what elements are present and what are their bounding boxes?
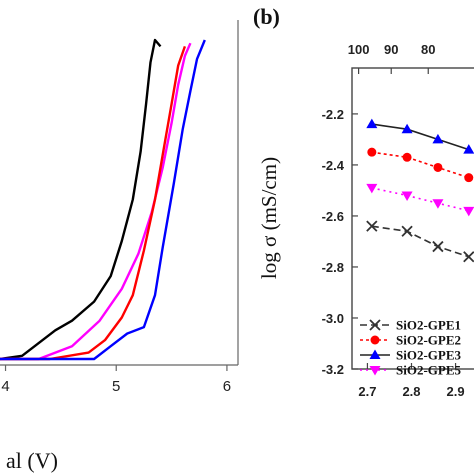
panel-a-x-tick-label: 5 — [112, 378, 120, 395]
panel-b-legend-marker — [369, 319, 381, 331]
panel-b-legend-marker — [369, 366, 381, 376]
panel-b-series-line-2 — [371, 151, 470, 179]
panel-b-data-point — [401, 225, 413, 237]
panel-b-top-axis: 100 90 80 — [348, 42, 435, 74]
panel-b-y-tick-label: -3.0 — [322, 311, 344, 326]
panel-a-x-tick-label: 6 — [223, 378, 231, 395]
panel-b-legend-label: SiO2-GPE3 — [396, 348, 462, 363]
panel-b-data-point — [464, 173, 474, 183]
panel-b-plot-area — [366, 118, 474, 263]
panel-b-x-tick-label: 2.9 — [447, 384, 465, 399]
panel-b-top-tick-label: 90 — [384, 42, 398, 57]
panel-b-data-point — [433, 162, 443, 172]
panel-a-x-tick-label: 4 — [1, 378, 9, 395]
panel-a-series-line-1 — [0, 38, 162, 361]
panel-b-data-point — [463, 206, 474, 217]
panel-b-data-point — [432, 240, 444, 253]
panel-a-series-line-4 — [0, 39, 206, 361]
panel-a-series-line-2 — [0, 42, 192, 361]
panel-b-data-point — [366, 118, 378, 129]
panel-b-label: (b) — [253, 4, 280, 29]
panel-b-x-tick-label: 2.7 — [358, 384, 376, 399]
panel-b: (b) 100 90 80 -2.2 -2.4 -2.6 -2.8 -3.0 -3.2 2.7… — [253, 4, 474, 399]
panel-b-data-point — [401, 191, 413, 202]
panel-b-legend-marker — [369, 349, 381, 359]
panel-b-x-axis: 2.7 2.8 2.9 — [358, 363, 465, 399]
panel-b-series-line-1 — [371, 225, 470, 258]
panel-a: 4 5 6 al (V) — [0, 20, 239, 473]
panel-b-series-line-4 — [371, 187, 469, 212]
panel-b-data-point — [366, 220, 378, 232]
panel-b-legend-marker — [370, 335, 380, 345]
panel-a-x-axis-title: al (V) — [6, 448, 58, 473]
panel-b-y-tick-label: -2.8 — [322, 260, 344, 275]
panel-b-x-tick-label: 2.8 — [402, 384, 420, 399]
panel-b-data-point — [463, 251, 474, 263]
panel-b-y-tick-label: -3.2 — [322, 362, 344, 377]
panel-b-data-point — [432, 199, 444, 209]
panel-b-legend-label: SiO2-GPE5 — [396, 363, 462, 378]
panel-b-data-point — [432, 133, 444, 144]
panel-a-series-line-3 — [0, 46, 187, 361]
panel-b-top-tick-label: 100 — [348, 42, 370, 57]
panel-b-top-tick-label: 80 — [421, 42, 435, 57]
panel-b-data-point — [367, 147, 377, 157]
panel-b-data-point — [401, 123, 413, 134]
panel-b-y-tick-label: -2.4 — [322, 158, 345, 173]
panel-b-data-point — [402, 152, 412, 162]
panel-b-legend-label: SiO2-GPE1 — [396, 318, 461, 333]
panel-a-plot-area — [0, 38, 206, 361]
panel-b-legend-label: SiO2-GPE2 — [396, 333, 461, 348]
panel-a-x-ticks: 4 5 6 — [1, 365, 231, 395]
panel-b-series-line-3 — [371, 123, 470, 151]
panel-b-y-tick-label: -2.2 — [322, 107, 344, 122]
panel-b-frame — [351, 67, 474, 370]
panel-b-y-tick-label: -2.6 — [322, 209, 344, 224]
panel-b-y-axis: -2.2 -2.4 -2.6 -2.8 -3.0 -3.2 — [322, 107, 358, 377]
panel-b-data-point — [366, 183, 378, 194]
panel-b-y-axis-title: log σ (mS/cm) — [257, 157, 281, 279]
panel-b-data-point — [463, 144, 474, 154]
